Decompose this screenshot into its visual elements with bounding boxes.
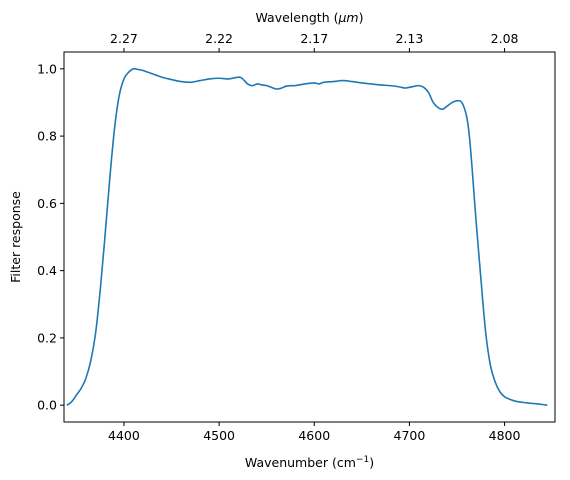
- y-tick-label: 0.4: [37, 263, 57, 278]
- x-tick-label: 4800: [489, 428, 521, 443]
- bottom-axis-ticks: 4400 4500 4600 4700 4800: [108, 422, 521, 443]
- top-axis-ticks: 2.27 2.22 2.17 2.13 2.08: [110, 31, 519, 52]
- left-axis-ticks: 0.0 0.2 0.4 0.6 0.8 1.0: [37, 61, 64, 413]
- plot-frame: [63, 51, 556, 423]
- y-tick-label: 0.2: [37, 330, 57, 345]
- y-axis-label: Filter response: [8, 191, 23, 283]
- top-x-tick-label: 2.27: [110, 31, 138, 46]
- top-x-tick-label: 2.22: [205, 31, 233, 46]
- x-tick-label: 4700: [394, 428, 426, 443]
- x-tick-label: 4500: [203, 428, 235, 443]
- x-tick-label: 4600: [298, 428, 330, 443]
- filter-response-line: [66, 67, 548, 406]
- y-tick-label: 0.6: [37, 196, 57, 211]
- top-x-tick-label: 2.17: [300, 31, 328, 46]
- top-x-axis-label: Wavelength (μm): [255, 10, 363, 25]
- y-tick-label: 1.0: [37, 61, 57, 76]
- x-axis-label: Wavenumber (cm−1): [245, 455, 374, 470]
- top-x-tick-label: 2.08: [491, 31, 519, 46]
- top-x-tick-label: 2.13: [395, 31, 423, 46]
- y-tick-label: 0.8: [37, 129, 57, 144]
- plot-area: [64, 52, 555, 422]
- x-tick-label: 4400: [108, 428, 140, 443]
- y-tick-label: 0.0: [37, 398, 57, 413]
